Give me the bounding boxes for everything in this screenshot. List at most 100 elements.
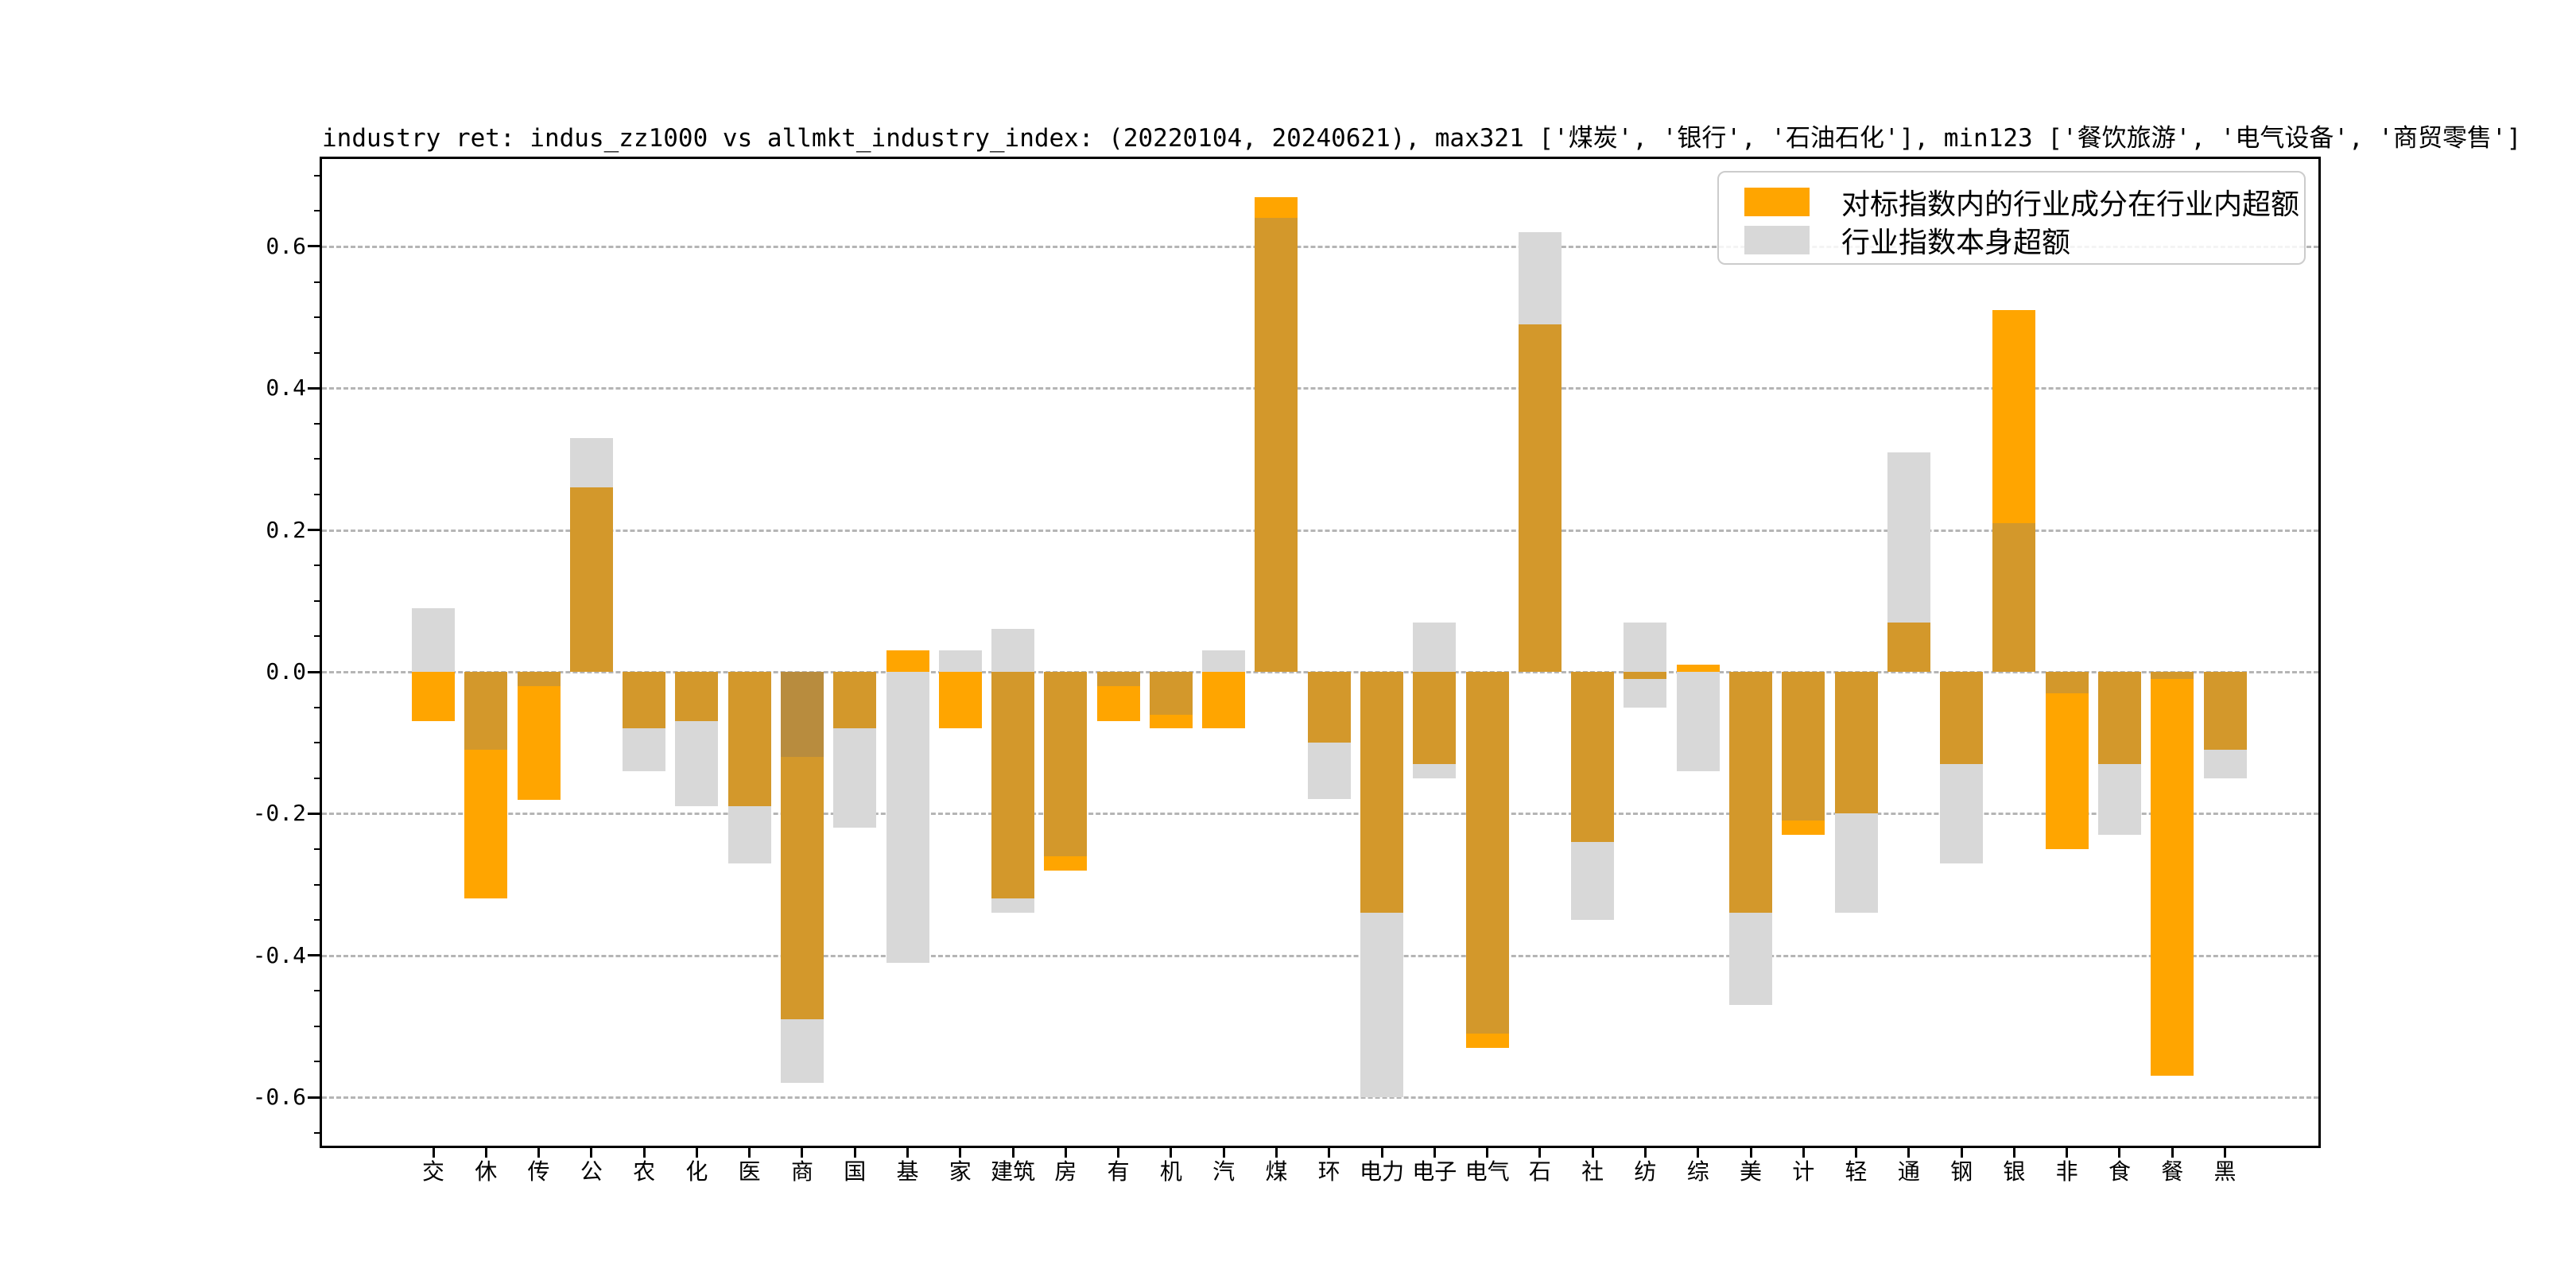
xtick-label-汽: 汽 <box>1212 1158 1236 1185</box>
xtick-label-商: 商 <box>790 1158 813 1185</box>
xtick-mark-商 <box>801 1146 804 1158</box>
xtick-label-环: 环 <box>1317 1158 1340 1185</box>
xtick-mark-轻 <box>1855 1146 1858 1158</box>
bar-电子-overlap <box>1413 672 1457 764</box>
ytick-minor <box>314 494 322 496</box>
xtick-mark-电气 <box>1486 1146 1489 1158</box>
xtick-label-食: 食 <box>2108 1158 2131 1185</box>
xtick-mark-食 <box>2118 1146 2121 1158</box>
gridline-y-0.2 <box>322 529 2318 532</box>
bar-计-overlap <box>1782 672 1825 821</box>
xtick-mark-化 <box>695 1146 698 1158</box>
bar-农-overlap <box>623 672 666 729</box>
xtick-label-电子: 电子 <box>1412 1158 1457 1185</box>
xtick-label-纺: 纺 <box>1634 1158 1657 1185</box>
xtick-label-非: 非 <box>2055 1158 2078 1185</box>
xtick-mark-煤 <box>1274 1146 1278 1158</box>
xtick-label-家: 家 <box>949 1158 972 1185</box>
xtick-label-综: 综 <box>1686 1158 1709 1185</box>
ytick-minor <box>314 777 322 779</box>
bar-房-orange <box>1044 855 1088 871</box>
ytick-minor <box>314 422 322 425</box>
xtick-label-电力: 电力 <box>1360 1158 1405 1185</box>
spine-bottom <box>320 1146 2321 1148</box>
bar-计-orange <box>1782 821 1825 836</box>
bar-有-orange <box>1096 685 1140 722</box>
xtick-mark-医 <box>748 1146 751 1158</box>
ytick-minor <box>314 742 322 744</box>
legend-label-orange: 对标指数内的行业成分在行业内超额 <box>1841 188 2300 221</box>
bar-休-orange <box>464 750 508 899</box>
xtick-label-电气: 电气 <box>1465 1158 1510 1185</box>
ytick-minor <box>314 990 322 992</box>
xtick-label-美: 美 <box>1739 1158 1762 1185</box>
bar-餐-overlap <box>2151 672 2194 679</box>
bar-化-overlap <box>675 672 719 722</box>
bar-银-orange <box>1992 310 2036 523</box>
xtick-label-计: 计 <box>1792 1158 1815 1185</box>
xtick-mark-非 <box>2066 1146 2069 1158</box>
bar-国-gray <box>833 728 877 828</box>
bar-建筑-gray-extra <box>991 629 1035 672</box>
xtick-label-农: 农 <box>633 1158 656 1185</box>
bar-石-gray <box>1518 232 1562 325</box>
legend-item-gray: 行业指数本身超额 <box>1719 220 2070 260</box>
xtick-label-银: 银 <box>2003 1158 2026 1185</box>
xtick-mark-汽 <box>1222 1146 1225 1158</box>
bar-商-gray <box>780 1018 824 1084</box>
ytick-minor <box>314 564 322 567</box>
spine-left <box>320 157 322 1148</box>
xtick-mark-传 <box>537 1146 541 1158</box>
gridline-y-0.6 <box>322 245 2318 248</box>
xtick-mark-建筑 <box>1011 1146 1014 1158</box>
xtick-mark-休 <box>484 1146 487 1158</box>
ytick-label-0.4: 0.4 <box>266 374 306 402</box>
ytick-minor <box>314 458 322 460</box>
legend-swatch-orange <box>1744 188 1810 216</box>
xtick-label-有: 有 <box>1107 1158 1130 1185</box>
ytick-minor <box>314 848 322 850</box>
xtick-mark-通 <box>1907 1146 1911 1158</box>
bar-电气-orange <box>1465 1033 1509 1048</box>
ytick-minor <box>314 316 322 319</box>
xtick-label-机: 机 <box>1159 1158 1182 1185</box>
xtick-label-房: 房 <box>1054 1158 1077 1185</box>
bar-轻-gray <box>1834 813 1878 914</box>
bar-传-orange <box>517 685 561 800</box>
bar-美-gray <box>1729 913 1772 1006</box>
xtick-mark-石 <box>1538 1146 1542 1158</box>
ytick-minor <box>314 351 322 354</box>
xtick-label-煤: 煤 <box>1265 1158 1288 1185</box>
bar-公-gray <box>569 437 613 488</box>
xtick-mark-综 <box>1697 1146 1700 1158</box>
bar-综-orange <box>1676 665 1720 672</box>
xtick-label-国: 国 <box>844 1158 867 1185</box>
bar-煤-orange <box>1255 196 1298 219</box>
bar-通-overlap <box>1887 622 1930 672</box>
bar-非-orange <box>2045 692 2089 849</box>
ytick-minor <box>314 883 322 886</box>
xtick-mark-交 <box>432 1146 435 1158</box>
ytick-mark <box>308 954 322 957</box>
bar-电力-overlap <box>1360 672 1404 914</box>
bar-黑-gray <box>2203 750 2247 778</box>
bar-休-overlap <box>464 672 508 751</box>
xtick-mark-电力 <box>1380 1146 1383 1158</box>
xtick-mark-房 <box>1064 1146 1067 1158</box>
legend-label-gray: 行业指数本身超额 <box>1841 227 2071 259</box>
xtick-mark-农 <box>642 1146 646 1158</box>
bar-基-orange <box>886 650 929 672</box>
ytick-minor <box>314 706 322 708</box>
ytick-minor <box>314 635 322 638</box>
bar-房-overlap <box>1044 672 1088 856</box>
bar-纺-gray-extra <box>1624 622 1667 672</box>
ytick-mark <box>308 386 322 390</box>
xtick-mark-黑 <box>2224 1146 2227 1158</box>
bar-银-overlap <box>1992 522 2036 672</box>
xtick-mark-电子 <box>1433 1146 1436 1158</box>
bar-黑-overlap <box>2203 672 2247 751</box>
bar-机-orange <box>1149 714 1193 729</box>
ytick-minor <box>314 174 322 177</box>
ytick-mark <box>308 245 322 248</box>
bar-商-overlap-dark <box>780 672 824 757</box>
